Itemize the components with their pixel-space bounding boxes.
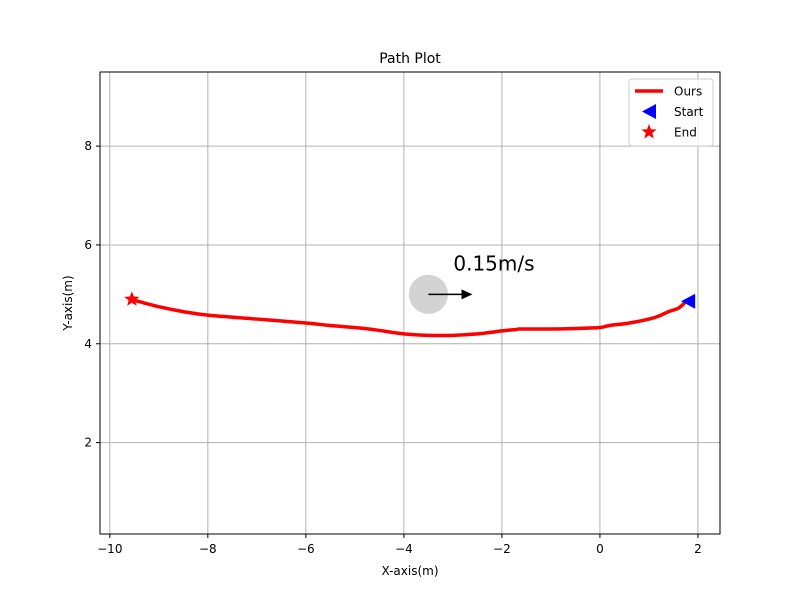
x-tick-label: −4 — [395, 542, 413, 556]
x-tick-label: −10 — [97, 542, 122, 556]
legend: Ours Start End — [628, 78, 714, 147]
legend-swatch-start — [642, 104, 656, 119]
y-tick-label: 4 — [84, 337, 92, 351]
series-lines — [132, 298, 686, 338]
velocity-label: 0.15m/s — [453, 251, 534, 275]
y-tick-label: 8 — [84, 139, 92, 153]
x-tick-label: 0 — [596, 542, 604, 556]
series-line-ours — [132, 298, 686, 338]
y-axis-label: Y-axis(m) — [61, 275, 75, 331]
marker-start — [681, 293, 696, 309]
axis-ticks: −10 −8 −6 −4 −2 0 2 2 4 6 8 — [84, 139, 701, 556]
plot-frame — [99, 71, 721, 535]
y-tick-label: 6 — [84, 238, 92, 252]
x-axis-label: X-axis(m) — [381, 564, 438, 578]
y-tick-label: 2 — [84, 436, 92, 450]
x-tick-label: 2 — [694, 542, 702, 556]
x-tick-label: −2 — [493, 542, 511, 556]
chart-title: Path Plot — [379, 51, 441, 67]
grid-lines — [100, 72, 720, 534]
moving-obstacle: 0.15m/s — [408, 251, 535, 314]
legend-swatch-end — [641, 124, 657, 139]
series-markers — [124, 291, 696, 309]
x-tick-label: −8 — [199, 542, 217, 556]
legend-label: Ours — [674, 85, 702, 99]
x-tick-label: −6 — [297, 542, 315, 556]
marker-end — [124, 291, 140, 306]
legend-label: End — [674, 126, 697, 140]
velocity-arrow-head — [461, 289, 473, 300]
legend-label: Start — [674, 105, 704, 119]
